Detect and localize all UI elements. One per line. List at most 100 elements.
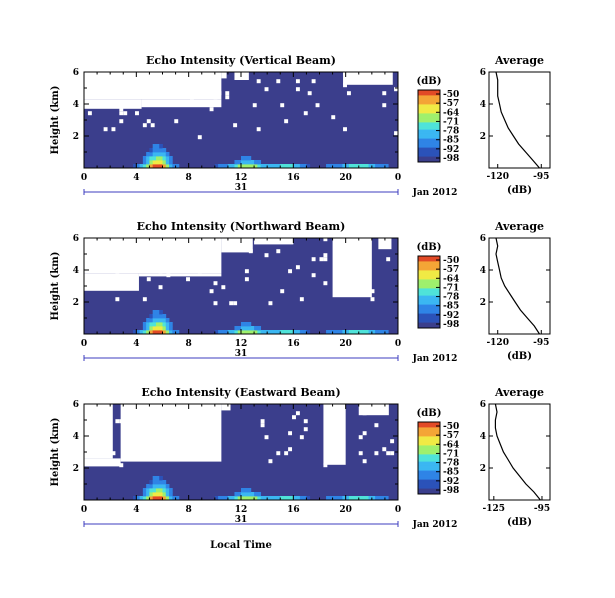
echo-cell bbox=[332, 496, 337, 501]
gap-speckle bbox=[256, 127, 261, 132]
echo-cell bbox=[152, 164, 157, 169]
colorbar-segment bbox=[418, 423, 440, 427]
colorbar-segment bbox=[418, 438, 440, 441]
gap-speckle bbox=[174, 119, 179, 124]
gap-speckle bbox=[209, 107, 214, 112]
echo-cell bbox=[257, 492, 262, 497]
echo-cell bbox=[149, 488, 154, 493]
profile-title: Average bbox=[494, 54, 544, 67]
gap-speckle bbox=[284, 451, 289, 456]
colorbar-segment bbox=[418, 153, 440, 156]
echo-cell bbox=[381, 330, 386, 335]
echo-cell bbox=[169, 492, 173, 497]
gap-speckle bbox=[374, 451, 379, 456]
gap-speckle bbox=[123, 111, 128, 116]
x-tick-label: 4 bbox=[133, 173, 139, 183]
echo-panel-2 bbox=[83, 403, 551, 527]
echo-cell bbox=[133, 164, 137, 169]
gap-speckle bbox=[174, 245, 179, 250]
colorbar-segment bbox=[418, 454, 440, 457]
echo-cell bbox=[159, 318, 163, 323]
echo-cell bbox=[165, 488, 170, 493]
gap-speckle bbox=[303, 111, 308, 116]
echo-cell bbox=[142, 488, 147, 493]
colorbar-segment bbox=[418, 270, 440, 273]
echo-cell bbox=[365, 330, 369, 335]
gap-speckle bbox=[370, 297, 375, 302]
gap-speckle bbox=[162, 407, 167, 412]
gap-speckle bbox=[362, 459, 367, 464]
profile-title: Average bbox=[494, 386, 544, 399]
colorbar-segment bbox=[418, 93, 440, 96]
echo-cell bbox=[335, 330, 340, 335]
day-label: 31 bbox=[235, 349, 248, 359]
gap-speckle bbox=[280, 289, 285, 294]
echo-cell bbox=[355, 164, 360, 169]
profile-y-tick-label: 4 bbox=[480, 100, 486, 110]
gap-speckle bbox=[327, 455, 332, 460]
echo-cell bbox=[290, 496, 294, 501]
echo-cell bbox=[139, 164, 144, 169]
day-label: 31 bbox=[235, 515, 248, 525]
echo-cell bbox=[152, 480, 157, 485]
profile-y-tick-label: 4 bbox=[480, 266, 486, 276]
colorbar-unit: (dB) bbox=[417, 408, 442, 419]
echo-cell bbox=[335, 496, 340, 501]
gap-speckle bbox=[111, 451, 116, 456]
echo-cell bbox=[352, 164, 356, 169]
gap-speckle bbox=[154, 427, 159, 432]
colorbar-segment bbox=[418, 104, 440, 107]
echo-cell bbox=[155, 488, 160, 493]
echo-cell bbox=[152, 484, 157, 489]
profile-frame bbox=[488, 71, 551, 169]
echo-cell bbox=[290, 164, 294, 169]
x-tick-label: 20 bbox=[339, 505, 352, 515]
echo-cell bbox=[146, 492, 150, 497]
echo-cell bbox=[146, 488, 150, 493]
echo-cell bbox=[241, 160, 245, 165]
echo-cell bbox=[276, 164, 281, 169]
gap-speckle bbox=[138, 91, 143, 96]
echo-cell bbox=[260, 330, 265, 335]
y-tick-label: 6 bbox=[73, 400, 79, 410]
x-tick-label: 16 bbox=[287, 505, 300, 515]
echo-cell bbox=[296, 164, 301, 169]
gap-speckle bbox=[150, 253, 155, 258]
echo-cell bbox=[263, 330, 268, 335]
echo-cell bbox=[165, 164, 170, 169]
x-tick-label: 8 bbox=[186, 339, 192, 349]
echo-cell bbox=[384, 164, 389, 169]
gap-speckle bbox=[362, 431, 367, 436]
colorbar-segment bbox=[418, 427, 440, 430]
echo-cell bbox=[250, 160, 255, 165]
panel-title: Echo Intensity (Eastward Beam) bbox=[141, 386, 340, 399]
colorbar-segment bbox=[418, 145, 440, 149]
echo-cell bbox=[152, 326, 157, 331]
echo-cell bbox=[155, 160, 160, 165]
colorbar-tick-label: -78 bbox=[443, 127, 459, 137]
colorbar-segment bbox=[418, 434, 440, 437]
gap-speckle bbox=[127, 403, 132, 408]
colorbar-tick-label: -57 bbox=[443, 431, 459, 441]
gap-speckle bbox=[162, 415, 167, 420]
echo-cell bbox=[273, 164, 278, 169]
echo-cell bbox=[299, 330, 304, 335]
echo-cell bbox=[165, 318, 170, 323]
gap-speckle bbox=[280, 103, 285, 108]
colorbar-segment bbox=[418, 441, 440, 445]
colorbar-segment bbox=[418, 102, 440, 105]
gap-speckle bbox=[186, 83, 190, 88]
colorbar-segment bbox=[418, 436, 440, 439]
echo-cell bbox=[244, 496, 248, 501]
gap-speckle bbox=[119, 119, 124, 124]
echo-cell bbox=[139, 330, 144, 335]
echo-cell bbox=[152, 160, 157, 165]
gap-speckle bbox=[209, 289, 214, 294]
echo-cell bbox=[299, 164, 304, 169]
echo-cell bbox=[146, 322, 150, 327]
x-tick-label: 8 bbox=[186, 505, 192, 515]
echo-cell bbox=[159, 164, 163, 169]
echo-cell bbox=[241, 164, 245, 169]
echo-cell bbox=[332, 330, 337, 335]
x-axis-label: Local Time bbox=[210, 540, 272, 551]
